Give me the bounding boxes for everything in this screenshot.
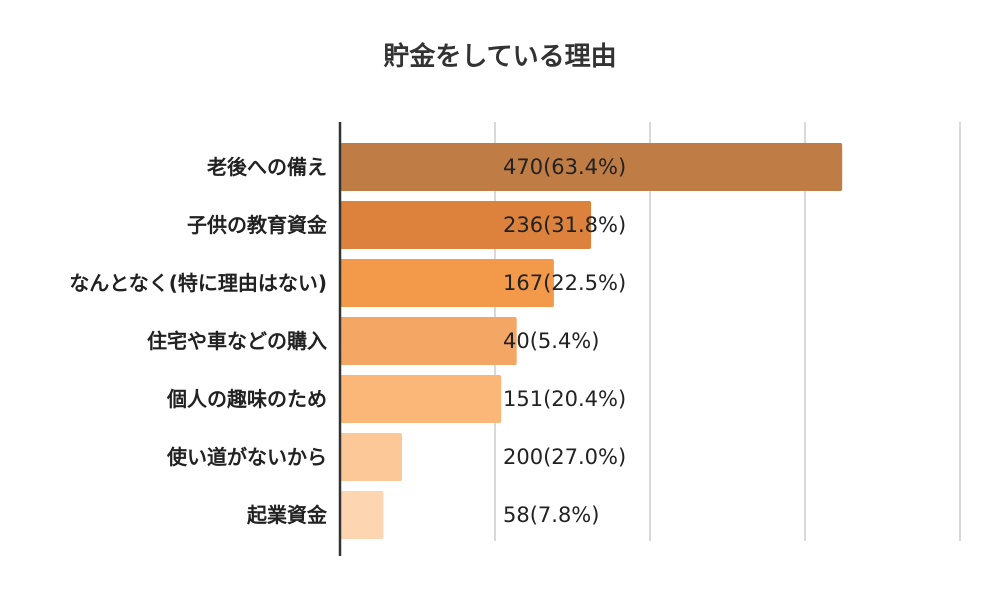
category-label-6: 使い道がないから xyxy=(166,445,327,469)
value-label-3: 167(22.5%) xyxy=(503,271,626,295)
category-label-7: 起業資金 xyxy=(246,503,328,527)
chart-title: 貯金をしている理由 xyxy=(383,42,617,72)
category-label-5: 個人の趣味のため xyxy=(166,387,327,411)
value-label-4: 40(5.4%) xyxy=(503,329,599,353)
bar-7 xyxy=(340,491,384,539)
bar-3 xyxy=(340,259,554,307)
category-label-1: 老後への備え xyxy=(207,155,327,179)
bar-5 xyxy=(340,375,502,423)
category-label-2: 子供の教育資金 xyxy=(187,213,328,237)
category-label-3: なんとなく(特に理由はない) xyxy=(69,271,327,295)
value-label-7: 58(7.8%) xyxy=(503,503,599,527)
bar-1 xyxy=(340,143,843,191)
bar-2 xyxy=(340,201,592,249)
value-label-1: 470(63.4%) xyxy=(503,155,626,179)
category-label-4: 住宅や車などの購入 xyxy=(147,329,327,353)
value-label-6: 200(27.0%) xyxy=(503,445,626,469)
value-label-2: 236(31.8%) xyxy=(503,213,626,237)
bar-6 xyxy=(340,433,402,481)
bar-4 xyxy=(340,317,517,365)
value-label-5: 151(20.4%) xyxy=(503,387,626,411)
